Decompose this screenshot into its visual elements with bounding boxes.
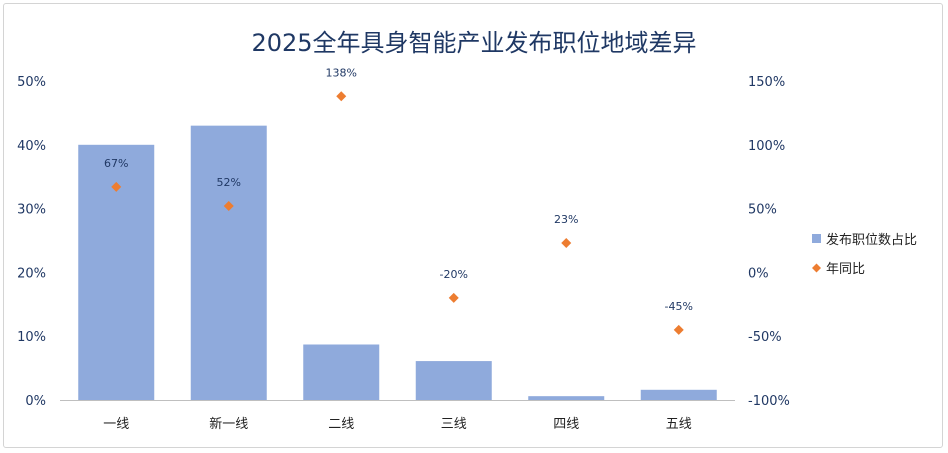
left-tick-label: 0% xyxy=(25,394,46,409)
left-tick-label: 30% xyxy=(17,203,46,218)
right-tick-label: -50% xyxy=(748,330,782,345)
right-tick-label: 100% xyxy=(748,139,785,154)
legend: 发布职位数占比 年同比 xyxy=(812,232,917,277)
right-axis-ticks: -100% -50% 0% 50% 100% 150% xyxy=(748,75,790,409)
bar-series xyxy=(78,125,717,400)
point-label: 52% xyxy=(217,176,241,189)
bar-五线 xyxy=(640,389,717,400)
point-label: -45% xyxy=(665,300,693,313)
point-五线 xyxy=(673,324,684,335)
scatter-data-labels: 67% 52% 138% -20% 23% -45% xyxy=(104,66,693,313)
bar-四线 xyxy=(528,396,605,400)
scatter-series xyxy=(111,91,684,335)
left-tick-label: 40% xyxy=(17,139,46,154)
right-tick-label: 0% xyxy=(748,266,769,281)
legend-bar-label: 发布职位数占比 xyxy=(826,232,917,248)
right-tick-label: -100% xyxy=(748,394,790,409)
category-label: 一线 xyxy=(103,417,129,432)
point-label: -20% xyxy=(440,268,468,281)
right-tick-label: 150% xyxy=(748,75,785,90)
bar-二线 xyxy=(303,344,380,400)
category-label: 五线 xyxy=(666,417,692,432)
category-label: 二线 xyxy=(328,417,354,432)
left-tick-label: 10% xyxy=(17,330,46,345)
legend-scatter-label: 年同比 xyxy=(826,262,865,277)
right-tick-label: 50% xyxy=(748,203,777,218)
legend-scatter-swatch xyxy=(812,263,821,273)
bar-新一线 xyxy=(190,125,267,400)
category-label: 四线 xyxy=(553,417,579,432)
point-四线 xyxy=(561,238,572,249)
left-axis-ticks: 0% 10% 20% 30% 40% 50% xyxy=(17,75,46,409)
point-一线 xyxy=(111,181,122,192)
point-label: 67% xyxy=(104,157,128,170)
point-二线 xyxy=(336,91,347,102)
category-label: 三线 xyxy=(441,417,467,432)
category-label: 新一线 xyxy=(209,416,248,432)
left-tick-label: 50% xyxy=(17,75,46,90)
point-label: 23% xyxy=(554,213,578,226)
chart-title: 2025全年具身智能产业发布职位地域差异 xyxy=(251,29,696,57)
point-label: 138% xyxy=(326,66,357,79)
legend-bar-swatch xyxy=(812,234,821,243)
point-新一线 xyxy=(223,201,234,212)
bar-三线 xyxy=(415,361,492,400)
point-三线 xyxy=(448,292,459,303)
left-tick-label: 20% xyxy=(17,266,46,281)
category-labels: 一线 新一线 二线 三线 四线 五线 xyxy=(103,416,692,432)
